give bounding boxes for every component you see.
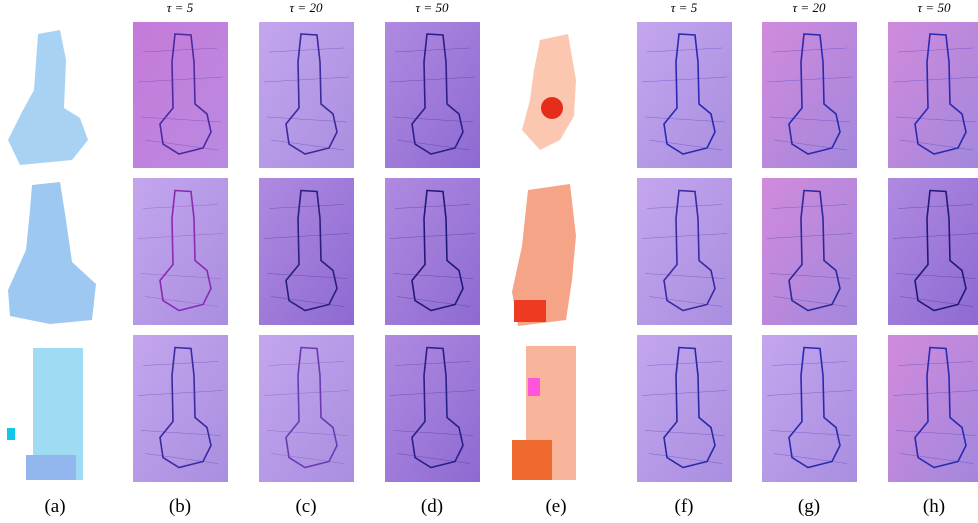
flow-image xyxy=(7,428,15,440)
edge-image xyxy=(133,335,228,482)
flow-image xyxy=(8,182,96,324)
column-header: τ = 50 xyxy=(416,0,449,15)
edge-image xyxy=(259,22,354,168)
flow-image xyxy=(512,440,552,480)
column-header: τ = 50 xyxy=(918,0,951,15)
flow-image xyxy=(26,455,76,480)
figure: τ = 5 τ = 20 τ = 50 τ = 5 τ = 20 τ = 50 xyxy=(0,0,978,523)
flow-image xyxy=(528,378,540,396)
caption: (h) xyxy=(923,496,945,517)
edge-image xyxy=(133,22,228,168)
caption: (b) xyxy=(169,496,191,517)
edge-image xyxy=(637,335,732,482)
edge-image xyxy=(762,22,857,168)
edge-image xyxy=(888,335,978,482)
flow-image xyxy=(541,97,563,119)
flow-image xyxy=(522,34,576,150)
caption: (f) xyxy=(675,496,694,517)
caption: (a) xyxy=(44,496,65,517)
edge-image xyxy=(637,178,732,325)
edge-image xyxy=(259,335,354,482)
column-header: τ = 20 xyxy=(793,0,826,15)
flow-image xyxy=(8,30,88,165)
edge-image xyxy=(637,22,732,168)
page: {"headers": ["τ = 5", "τ = 20", "τ = 50"… xyxy=(0,0,978,523)
edge-image xyxy=(888,22,978,168)
edge-image xyxy=(385,22,480,168)
caption: (d) xyxy=(421,496,443,517)
flow-image xyxy=(514,300,546,322)
caption: (g) xyxy=(798,496,820,517)
edge-image xyxy=(259,178,354,325)
column-header: τ = 5 xyxy=(167,0,194,15)
caption: (c) xyxy=(295,496,316,517)
caption: (e) xyxy=(545,496,566,517)
edge-image xyxy=(133,178,228,325)
edge-image xyxy=(762,335,857,482)
edge-image xyxy=(385,335,480,482)
edge-image xyxy=(762,178,857,325)
edge-image xyxy=(888,178,978,325)
edge-image xyxy=(385,178,480,325)
column-header: τ = 20 xyxy=(290,0,323,15)
column-header: τ = 5 xyxy=(671,0,698,15)
